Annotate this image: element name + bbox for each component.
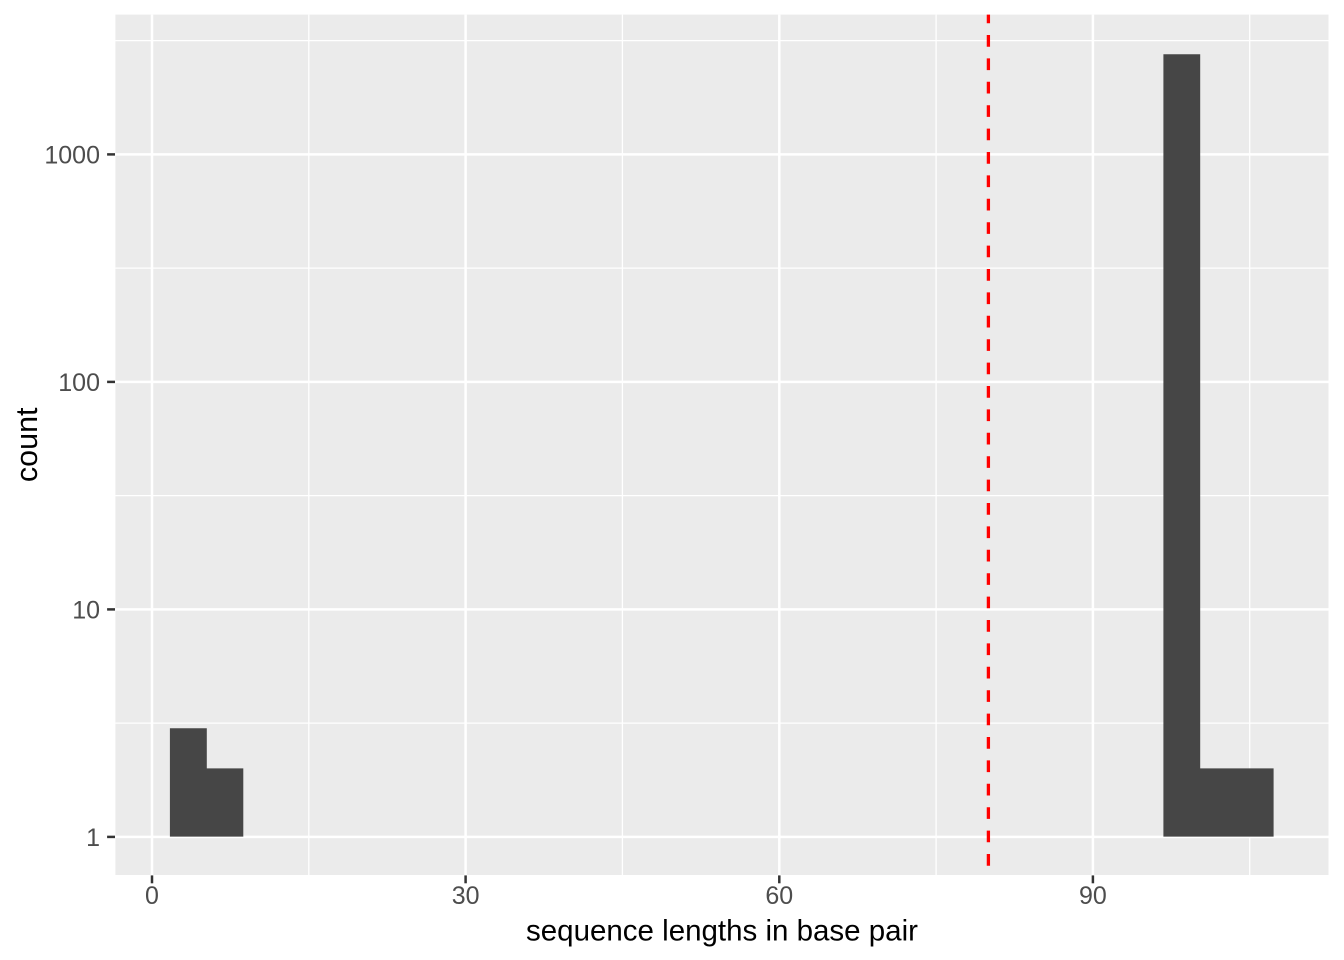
svg-text:30: 30: [452, 882, 480, 910]
svg-text:100: 100: [58, 369, 100, 397]
svg-text:60: 60: [765, 882, 793, 910]
svg-text:sequence lengths in base pair: sequence lengths in base pair: [526, 915, 918, 948]
svg-text:90: 90: [1079, 882, 1107, 910]
svg-text:1: 1: [86, 824, 100, 852]
svg-text:10: 10: [72, 596, 100, 624]
svg-text:0: 0: [145, 882, 159, 910]
svg-text:count: count: [10, 407, 44, 482]
svg-text:1000: 1000: [44, 141, 100, 169]
